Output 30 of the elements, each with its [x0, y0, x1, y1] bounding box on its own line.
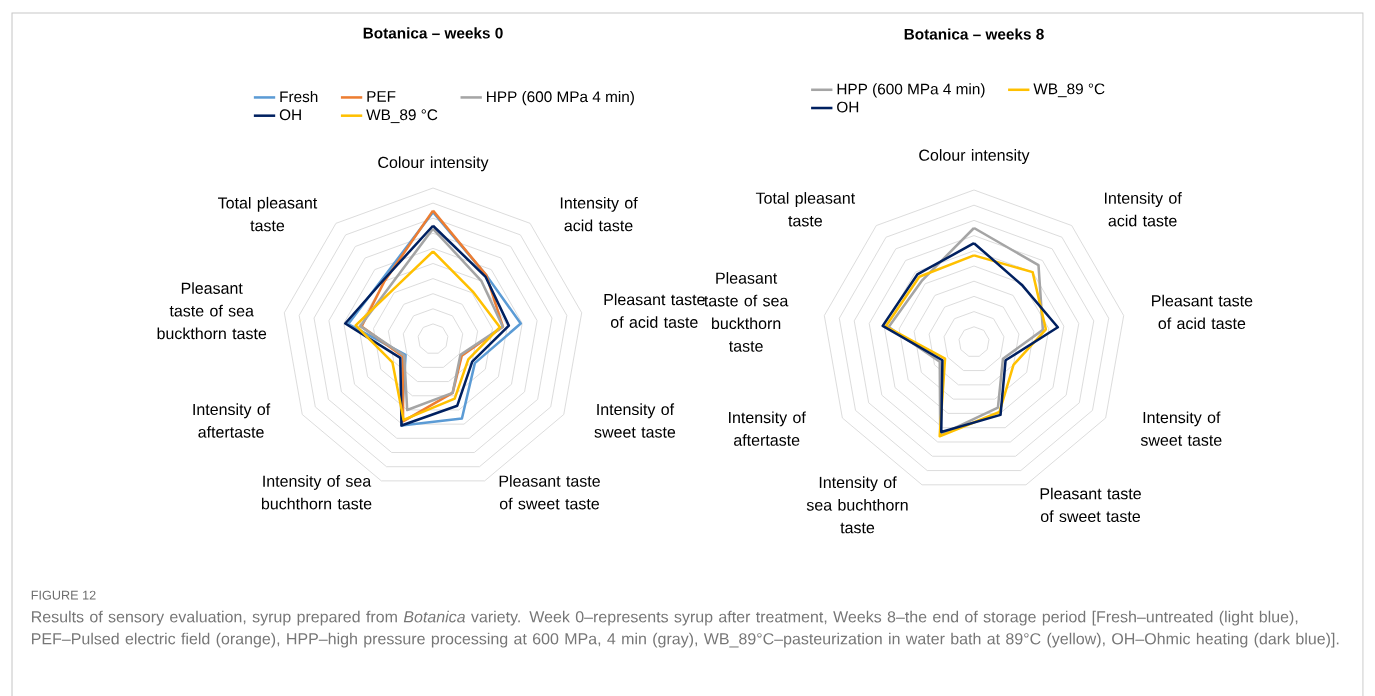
spoke-label: Pleasant taste of sea buckthorn taste — [157, 282, 267, 340]
spoke-label: Intensity of sea buchthorn taste — [261, 475, 372, 510]
text: Results of sensory evaluation, syrup prepared from Botanica variety. Week 0–represents syrup after treatment, Weeks 8–the end of storage period [Fresh–untreated (light blue), PEF–Pulsed electric field (orange), HPP–high pressure processing at 600 MPa, 4 min (gray), WB_89°C–pasteurization in water bath at 89°C (yellow), OH–Ohmic heating (dark blue)]. — [32, 610, 1339, 648]
chart-title: Botanica – weeks 8 — [904, 28, 1044, 40]
chart-title: Botanica – weeks 0 — [363, 27, 503, 39]
legend-label: OH — [279, 109, 301, 121]
spoke-label: Intensity of sea buchthorn taste — [806, 476, 908, 534]
spoke-label: Intensity of sweet taste — [594, 403, 676, 438]
legend-label: WB_89 °C — [1033, 83, 1105, 98]
legend-label: Fresh — [280, 90, 318, 103]
spoke-label: Colour intensity — [378, 156, 489, 172]
legend-label: WB_89 °C — [366, 109, 438, 124]
spoke-label: Pleasant taste of acid taste — [604, 293, 705, 328]
spoke-label: Total pleasant taste — [755, 192, 856, 227]
spoke-label: Colour intensity — [919, 149, 1030, 165]
spoke-label: Intensity of sweet taste — [1140, 411, 1222, 446]
caption: FIGURE 12 — [31, 590, 96, 600]
legend-label: HPP (600 MPa 4 min) — [487, 90, 634, 106]
spoke-label: Pleasant taste of sea buckthorn taste — [704, 272, 789, 352]
legend-label: HPP (600 MPa 4 min) — [837, 83, 985, 98]
spoke-label: Intensity of aftertaste — [729, 411, 806, 446]
spoke-label: Intensity of aftertaste — [193, 403, 271, 438]
legend-label: OH — [837, 101, 859, 113]
spoke-label: Pleasant taste of sweet taste — [499, 475, 600, 510]
spoke-label: Total pleasant taste — [218, 196, 318, 232]
legend-label: PEF — [367, 91, 396, 102]
spoke-label: Intensity of acid taste — [1104, 192, 1182, 227]
spoke-label: Pleasant taste of acid taste — [1152, 294, 1253, 330]
spoke-label: Pleasant taste of sweet taste — [1040, 487, 1141, 523]
spoke-label: Intensity of acid taste — [560, 196, 638, 232]
